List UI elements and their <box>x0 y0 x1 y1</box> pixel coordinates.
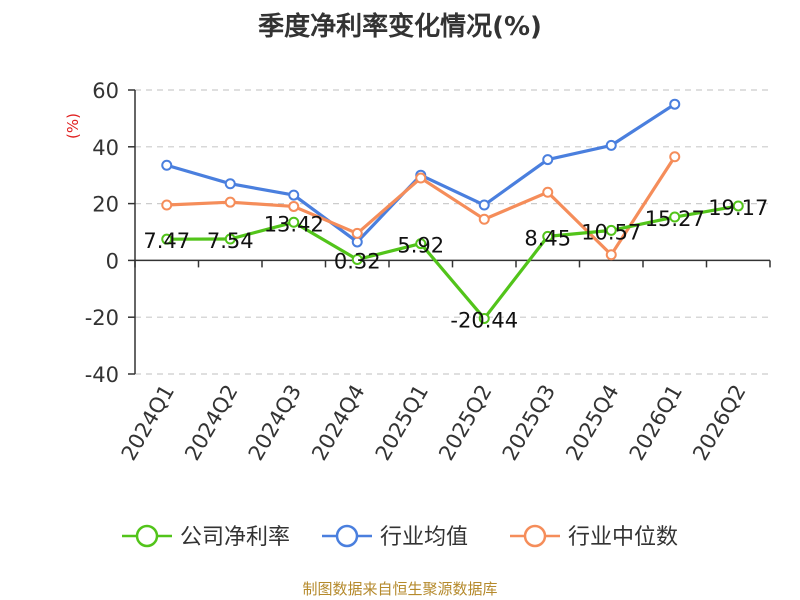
data-point <box>224 178 236 190</box>
data-point <box>605 249 617 261</box>
data-point <box>732 200 744 212</box>
series-lines <box>161 98 744 324</box>
legend-label: 行业均值 <box>380 525 468 550</box>
data-label: 19.17 <box>708 196 768 220</box>
data-point <box>161 233 173 245</box>
y-tick-label: 20 <box>92 193 119 217</box>
data-label: 15.27 <box>645 207 705 231</box>
data-label: 8.45 <box>524 226 571 250</box>
x-tick-label: 2026Q2 <box>688 381 750 465</box>
data-point <box>478 213 490 225</box>
data-point <box>478 312 490 324</box>
data-point <box>288 189 300 201</box>
data-point <box>542 230 554 242</box>
legend: 公司净利率 行业均值 行业中位数 <box>122 524 678 550</box>
data-point <box>288 200 300 212</box>
data-point <box>669 211 681 223</box>
chart-title: 季度净利率变化情况(%) <box>258 12 542 42</box>
y-axis-label: (%) <box>64 113 82 139</box>
data-point <box>669 151 681 163</box>
x-tick-label: 2026Q1 <box>625 381 687 465</box>
legend-swatch-marker <box>135 524 159 548</box>
data-point <box>415 238 427 250</box>
legend-label: 公司净利率 <box>180 525 290 550</box>
x-tick-label: 2025Q1 <box>371 381 433 465</box>
data-point <box>605 224 617 236</box>
data-point <box>478 199 490 211</box>
y-tick-label: 0 <box>106 249 119 273</box>
data-point <box>605 139 617 151</box>
y-tick-label: 60 <box>92 79 119 103</box>
data-point <box>161 159 173 171</box>
data-point <box>542 186 554 198</box>
data-label: 0.32 <box>334 249 381 273</box>
series-line <box>166 204 739 321</box>
legend-label: 行业中位数 <box>568 525 678 550</box>
data-point <box>351 227 363 239</box>
data-label: 7.47 <box>143 229 190 253</box>
data-point <box>669 98 681 110</box>
x-tick-label: 2024Q3 <box>244 381 306 465</box>
y-tick-label: -20 <box>85 306 119 330</box>
x-tick-label: 2024Q4 <box>307 381 369 465</box>
data-point <box>415 172 427 184</box>
data-label: 5.92 <box>397 234 444 258</box>
x-tick-label: 2024Q1 <box>117 381 179 465</box>
data-label: -20.44 <box>450 308 518 332</box>
data-point <box>288 216 300 228</box>
data-point <box>161 199 173 211</box>
legend-swatch-marker <box>335 524 359 548</box>
x-tick-label: 2025Q4 <box>561 381 623 465</box>
legend-swatch-marker <box>523 524 547 548</box>
data-labels: 7.47 7.54 13.42 0.32 5.92 -20.44 8.45 10.5715.2… <box>143 196 768 332</box>
data-label: 10.57 <box>581 220 641 244</box>
data-point <box>224 233 236 245</box>
x-tick-label: 2024Q2 <box>180 381 242 465</box>
data-point <box>351 253 363 265</box>
data-label: 7.54 <box>207 229 254 253</box>
x-tick-label: 2025Q2 <box>434 381 496 465</box>
data-point <box>224 196 236 208</box>
y-tick-label: -40 <box>85 363 119 387</box>
data-point <box>542 154 554 166</box>
y-tick-label: 40 <box>92 136 119 160</box>
x-tick-label: 2025Q3 <box>498 381 560 465</box>
data-label: 13.42 <box>264 212 324 236</box>
source-note: 制图数据来自恒生聚源数据库 <box>302 580 498 598</box>
grid-lines <box>135 89 770 375</box>
